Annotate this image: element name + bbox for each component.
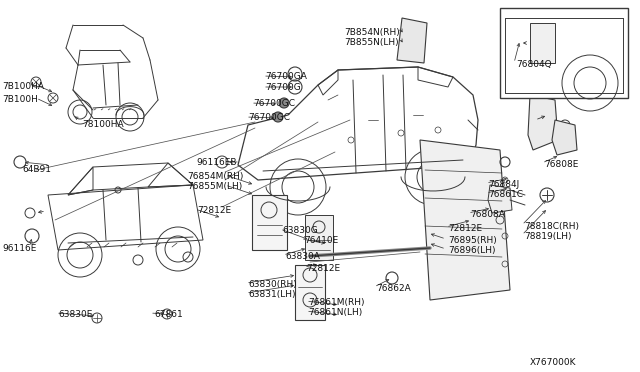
Polygon shape (552, 120, 577, 155)
Polygon shape (397, 18, 427, 63)
Polygon shape (488, 185, 512, 213)
Text: 7B100HA: 7B100HA (2, 82, 44, 91)
Text: 7B855N(LH): 7B855N(LH) (344, 38, 399, 47)
Text: 76861C: 76861C (488, 190, 523, 199)
Text: 76808A: 76808A (470, 210, 505, 219)
Text: 76700GC: 76700GC (248, 113, 290, 122)
Circle shape (273, 112, 283, 122)
Text: 96116E: 96116E (2, 244, 36, 253)
Text: 76854M(RH): 76854M(RH) (187, 172, 243, 181)
Text: 76410E: 76410E (304, 236, 339, 245)
Text: 96116EB: 96116EB (196, 158, 237, 167)
Text: 76700G: 76700G (265, 83, 301, 92)
Text: 63830(RH): 63830(RH) (248, 280, 297, 289)
Bar (252, 195, 287, 250)
Text: 76884J: 76884J (488, 180, 519, 189)
Text: X767000K: X767000K (530, 358, 577, 367)
Text: 67861: 67861 (154, 310, 183, 319)
Bar (305, 215, 333, 260)
Text: 63830E: 63830E (58, 310, 92, 319)
Bar (295, 265, 325, 320)
Text: 76808E: 76808E (544, 160, 579, 169)
Text: 78818C(RH): 78818C(RH) (524, 222, 579, 231)
Text: 72812E: 72812E (197, 206, 231, 215)
Text: 76855M(LH): 76855M(LH) (187, 182, 243, 191)
Text: 76804Q: 76804Q (516, 60, 552, 69)
Text: 76861M(RH): 76861M(RH) (308, 298, 365, 307)
Text: 76861N(LH): 76861N(LH) (308, 308, 362, 317)
Text: 78100HA: 78100HA (82, 120, 124, 129)
Text: 78819(LH): 78819(LH) (524, 232, 572, 241)
Text: 76862A: 76862A (376, 284, 411, 293)
Text: 76896(LH): 76896(LH) (448, 246, 495, 255)
Bar (530, 23, 555, 63)
Text: 63830G: 63830G (282, 226, 317, 235)
Polygon shape (528, 95, 558, 150)
Text: 72812E: 72812E (306, 264, 340, 273)
Text: 72812E: 72812E (448, 224, 482, 233)
Text: 76700GA: 76700GA (265, 72, 307, 81)
Polygon shape (420, 140, 510, 300)
Text: 64B91: 64B91 (22, 165, 51, 174)
Text: 7B854N(RH): 7B854N(RH) (344, 28, 400, 37)
Text: 63830A: 63830A (285, 252, 320, 261)
Text: 7B100H: 7B100H (2, 95, 38, 104)
Circle shape (279, 98, 289, 108)
Text: 63831(LH): 63831(LH) (248, 290, 296, 299)
Text: 76895(RH): 76895(RH) (448, 236, 497, 245)
Text: 76700GC: 76700GC (253, 99, 295, 108)
Bar (500, 8, 628, 98)
